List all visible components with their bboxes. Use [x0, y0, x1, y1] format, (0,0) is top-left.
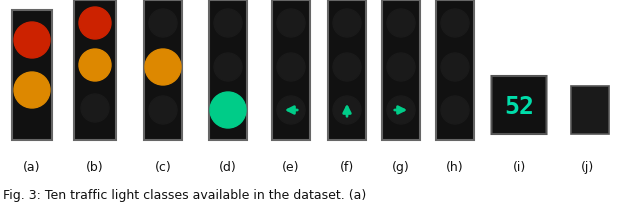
Circle shape: [277, 96, 305, 124]
FancyBboxPatch shape: [436, 0, 474, 140]
Circle shape: [214, 53, 242, 81]
Circle shape: [277, 53, 305, 81]
Circle shape: [79, 7, 111, 39]
Text: (e): (e): [282, 162, 300, 175]
Circle shape: [333, 9, 361, 37]
Circle shape: [441, 53, 469, 81]
Text: 52: 52: [504, 95, 534, 119]
Circle shape: [214, 9, 242, 37]
Text: (i): (i): [513, 162, 525, 175]
Circle shape: [79, 49, 111, 81]
FancyBboxPatch shape: [571, 86, 609, 134]
Circle shape: [333, 53, 361, 81]
FancyBboxPatch shape: [12, 10, 52, 140]
Circle shape: [333, 96, 361, 124]
Circle shape: [149, 96, 177, 124]
Circle shape: [14, 22, 50, 58]
FancyBboxPatch shape: [144, 0, 182, 140]
Text: (h): (h): [446, 162, 464, 175]
Circle shape: [387, 53, 415, 81]
Text: (b): (b): [86, 162, 104, 175]
FancyBboxPatch shape: [74, 0, 116, 140]
Circle shape: [441, 96, 469, 124]
Circle shape: [277, 9, 305, 37]
Text: Fig. 3: Ten traffic light classes available in the dataset. (a): Fig. 3: Ten traffic light classes availa…: [3, 190, 366, 203]
FancyBboxPatch shape: [492, 76, 547, 134]
Text: (a): (a): [23, 162, 41, 175]
Circle shape: [387, 9, 415, 37]
Circle shape: [14, 72, 50, 108]
Text: (j): (j): [581, 162, 595, 175]
Circle shape: [81, 94, 109, 122]
Text: (g): (g): [392, 162, 410, 175]
FancyBboxPatch shape: [328, 0, 366, 140]
Circle shape: [441, 9, 469, 37]
FancyBboxPatch shape: [209, 0, 247, 140]
Text: (f): (f): [340, 162, 354, 175]
Circle shape: [145, 49, 181, 85]
Circle shape: [387, 96, 415, 124]
Text: (d): (d): [219, 162, 237, 175]
Text: (c): (c): [155, 162, 172, 175]
Circle shape: [210, 92, 246, 128]
FancyBboxPatch shape: [272, 0, 310, 140]
FancyBboxPatch shape: [382, 0, 420, 140]
Circle shape: [149, 9, 177, 37]
